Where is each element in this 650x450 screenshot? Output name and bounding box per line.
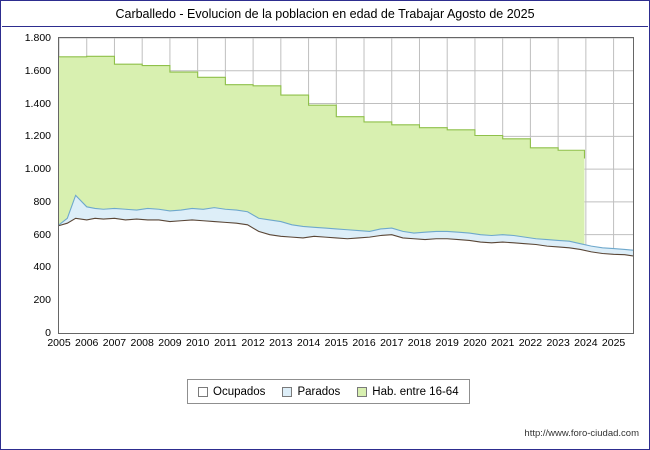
x-axis-tick: 2024 — [574, 337, 598, 349]
x-axis-tick: 2025 — [601, 337, 626, 349]
footer-url: http://www.foro-ciudad.com — [524, 428, 639, 439]
x-axis-tick: 2014 — [296, 337, 321, 349]
y-axis-tick: 1.200 — [24, 130, 51, 143]
legend-label: Parados — [297, 385, 341, 398]
legend-label: Ocupados — [213, 385, 266, 398]
x-axis-tick: 2006 — [75, 337, 99, 349]
x-axis-tick: 2007 — [102, 337, 127, 349]
x-axis-tick: 2017 — [380, 337, 404, 349]
legend-label: Hab. entre 16-64 — [372, 385, 459, 398]
x-axis-tick: 2011 — [214, 337, 237, 349]
y-axis-tick: 1.400 — [24, 97, 51, 110]
legend-swatch — [198, 386, 208, 397]
x-axis-tick: 2013 — [269, 337, 293, 349]
x-axis-tick: 2016 — [352, 337, 376, 349]
legend-item: Hab. entre 16-64 — [357, 385, 459, 398]
y-axis-tick: 600 — [33, 228, 51, 241]
x-axis-tick: 2008 — [130, 337, 154, 349]
x-axis-tick: 2018 — [407, 337, 432, 349]
x-axis-tick: 2005 — [47, 337, 71, 349]
legend-item: Parados — [282, 386, 340, 398]
y-axis-tick: 400 — [33, 261, 51, 274]
x-axis-tick: 2010 — [185, 337, 210, 349]
x-axis-tick-labels: 2005 2006 2007 2008 2009 2010 2011 2012 2013 2014… — [47, 335, 636, 351]
legend-item: Ocupados — [198, 386, 265, 398]
series-layer — [59, 55, 633, 333]
x-axis-tick: 2023 — [546, 337, 570, 349]
legend-swatch — [282, 386, 293, 397]
window-title-bar: Carballedo - Evolucion de la poblacion e… — [2, 2, 648, 27]
x-axis-tick: 2021 — [490, 337, 515, 349]
page-title: Carballedo - Evolucion de la poblacion e… — [115, 7, 535, 21]
x-axis-tick: 2022 — [518, 337, 543, 349]
y-axis-tick: 1.800 — [24, 32, 51, 44]
legend-swatch — [357, 386, 368, 397]
y-axis-tick: 1.000 — [24, 163, 51, 176]
x-axis-tick: 2009 — [158, 337, 182, 349]
y-axis-tick: 0 — [45, 327, 51, 339]
y-axis-tick: 1.600 — [24, 64, 51, 77]
x-axis-tick: 2020 — [463, 337, 487, 349]
y-axis-tick: 800 — [33, 195, 51, 208]
x-axis-tick: 2015 — [324, 337, 348, 349]
x-axis-tick: 2019 — [435, 337, 459, 349]
plot-area — [58, 37, 634, 334]
x-axis-tick: 2012 — [241, 337, 265, 349]
y-axis-tick: 200 — [33, 294, 51, 307]
y-axis-tick-labels: 0 200 400 600 800 1.000 1.200 1.400 1.600 1.800 — [1, 32, 55, 339]
chart-legend: Ocupados Parados Hab. entre 16-64 — [187, 379, 470, 404]
